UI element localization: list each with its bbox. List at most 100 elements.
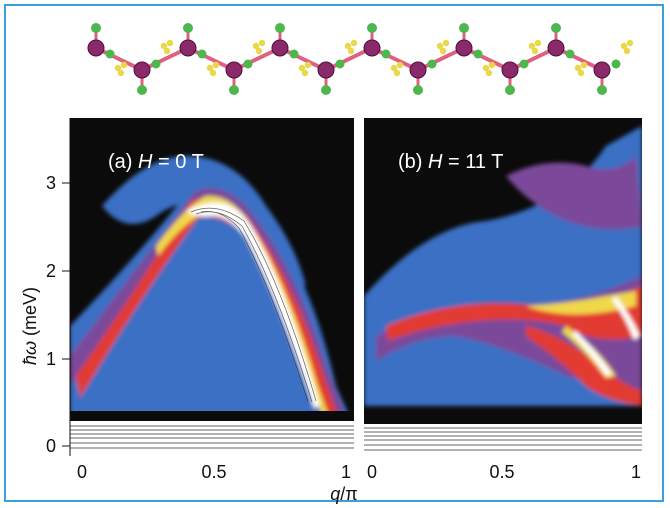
ligand-atom [611, 59, 621, 69]
ligand-atom [335, 59, 345, 69]
y-tick-1: 1 [46, 349, 56, 369]
molecular-chain-illustration [87, 23, 634, 95]
metal-atom [501, 61, 519, 79]
incoherent-lines-b [364, 427, 642, 451]
contour-level3 [386, 286, 642, 341]
ligand-atom [473, 49, 483, 59]
x-axis-label: q/π [330, 484, 357, 504]
contour-level2 [506, 156, 642, 230]
incoherent-lines-a [70, 425, 354, 449]
small-molecule-atom [163, 47, 171, 55]
small-molecule-atom [120, 61, 128, 69]
metal-atom [225, 61, 243, 79]
ligand-atom [551, 23, 561, 33]
metal-atom [363, 39, 381, 57]
small-molecule-atom [114, 64, 122, 72]
ligand-atom [459, 23, 469, 33]
metal-atom [547, 39, 565, 57]
small-molecule-atom [117, 69, 125, 77]
panel-b: (b) H = 11 T [364, 118, 642, 456]
ligand-atom [519, 59, 529, 69]
small-molecule-atom [252, 42, 260, 50]
incoherent-band-a [70, 421, 354, 456]
small-molecule-atom [350, 39, 358, 47]
contour-level5 [186, 202, 320, 408]
ligand-atom [243, 59, 253, 69]
small-molecule-atom [160, 42, 168, 50]
panel-a: (a) H = 0 T [70, 118, 354, 456]
small-molecule-atom [258, 39, 266, 47]
small-molecule-atom [304, 61, 312, 69]
contour-level1 [70, 176, 354, 446]
y-axis: 0 1 2 3 ħω (meV) [20, 118, 71, 456]
ligand-atom [137, 85, 147, 95]
ligand-atom [91, 23, 101, 33]
panel-b-label: (b) H = 11 T [398, 151, 503, 173]
figure-frame: (a) H = 0 T (b) H [4, 4, 664, 504]
small-molecule-atom [344, 42, 352, 50]
contour-level5 [572, 331, 612, 376]
x-tick-a-0: 0 [77, 462, 87, 482]
small-molecule-atom [209, 69, 217, 77]
x-tick-a-1: 1 [341, 462, 351, 482]
small-molecule-atom [577, 69, 585, 77]
y-tick-0: 0 [46, 436, 56, 456]
small-molecule-atom [620, 42, 628, 50]
ligand-atom [289, 49, 299, 59]
small-molecule-atom [580, 61, 588, 69]
small-molecule-atom [436, 42, 444, 50]
ligand-atom [413, 85, 423, 95]
contour-level4 [526, 291, 636, 315]
small-molecule-atom [442, 39, 450, 47]
ligand-atom [427, 59, 437, 69]
figure-canvas: (a) H = 0 T (b) H [20, 23, 642, 504]
ligand-atom [183, 23, 193, 33]
ligand-atom [105, 49, 115, 59]
ligand-atom [229, 85, 239, 95]
x-tick-a-0.5: 0.5 [201, 462, 226, 482]
metal-atom [87, 39, 105, 57]
small-molecule-atom [298, 64, 306, 72]
panel-b-heatmap [364, 126, 642, 456]
small-molecule-atom [623, 47, 631, 55]
y-axis-label: ħω (meV) [20, 287, 40, 365]
small-molecule-atom [531, 47, 539, 55]
small-molecule-atom [574, 64, 582, 72]
small-molecule-atom [396, 61, 404, 69]
small-molecule-atom [534, 39, 542, 47]
contour-level3 [76, 197, 338, 418]
y-tick-2: 2 [46, 261, 56, 281]
small-molecule-atom [439, 47, 447, 55]
small-molecule-atom [390, 64, 398, 72]
ligand-atom [275, 23, 285, 33]
small-molecule-atom [206, 64, 214, 72]
panel-a-heatmap [70, 156, 354, 456]
ligand-atom [151, 59, 161, 69]
small-molecule-atom [485, 69, 493, 77]
panel-a-label: (a) H = 0 T [108, 151, 204, 173]
small-molecule-atom [166, 39, 174, 47]
ligand-atom [597, 85, 607, 95]
small-molecule-atom [393, 69, 401, 77]
ligand-atom [565, 49, 575, 59]
small-molecule-atom [255, 47, 263, 55]
ligand-atom [367, 23, 377, 33]
small-molecule-atom [488, 61, 496, 69]
metal-atom [271, 39, 289, 57]
contour-level1-upper [102, 156, 306, 286]
small-molecule-atom [301, 69, 309, 77]
metal-atom [455, 39, 473, 57]
small-molecule-atom [528, 42, 536, 50]
ligand-atom [321, 85, 331, 95]
small-molecule-atom [626, 39, 634, 47]
metal-atom [593, 61, 611, 79]
ligand-atom [505, 85, 515, 95]
small-molecule-atom [482, 64, 490, 72]
x-tick-b-1: 1 [631, 462, 641, 482]
contour-lines-a [190, 207, 317, 403]
small-molecule-atom [347, 47, 355, 55]
metal-atom [409, 61, 427, 79]
metal-atom [133, 61, 151, 79]
x-tick-b-0: 0 [367, 462, 377, 482]
x-axis: 0 0.5 1 0 0.5 1 q/π [77, 462, 641, 504]
